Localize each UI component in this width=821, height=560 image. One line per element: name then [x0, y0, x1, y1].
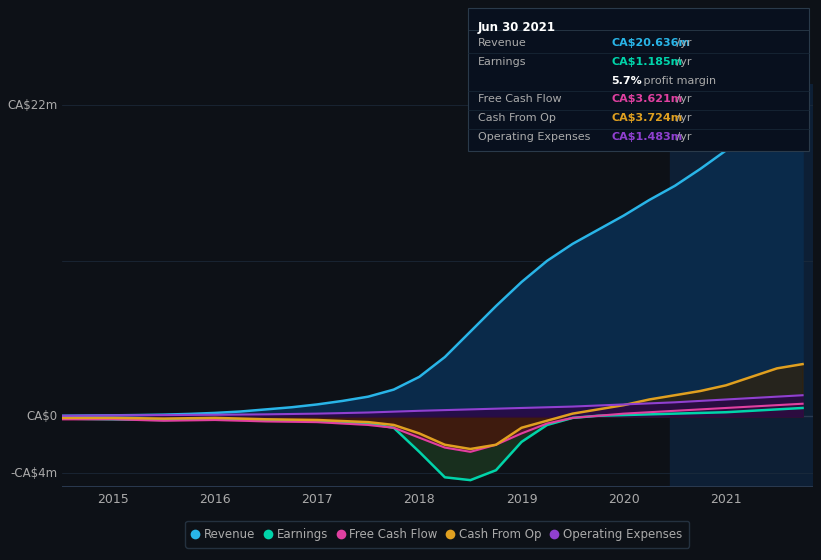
- Text: 5.7%: 5.7%: [612, 76, 642, 86]
- Text: profit margin: profit margin: [640, 76, 717, 86]
- Text: Earnings: Earnings: [478, 57, 526, 67]
- Text: Cash From Op: Cash From Op: [478, 113, 556, 123]
- Text: CA$1.483m: CA$1.483m: [612, 132, 683, 142]
- Text: CA$22m: CA$22m: [7, 99, 57, 112]
- Text: /yr: /yr: [673, 57, 692, 67]
- Text: /yr: /yr: [673, 113, 692, 123]
- Text: Revenue: Revenue: [478, 38, 526, 48]
- Bar: [670, 84, 813, 487]
- Text: -CA$4m: -CA$4m: [11, 466, 57, 479]
- Text: Operating Expenses: Operating Expenses: [478, 132, 590, 142]
- Text: Jun 30 2021: Jun 30 2021: [478, 21, 556, 34]
- Text: Free Cash Flow: Free Cash Flow: [478, 95, 562, 104]
- Text: CA$3.724m: CA$3.724m: [612, 113, 683, 123]
- Legend: Revenue, Earnings, Free Cash Flow, Cash From Op, Operating Expenses: Revenue, Earnings, Free Cash Flow, Cash …: [186, 521, 689, 548]
- Text: /yr: /yr: [673, 95, 692, 104]
- Text: CA$1.185m: CA$1.185m: [612, 57, 683, 67]
- Text: CA$3.621m: CA$3.621m: [612, 95, 683, 104]
- Text: CA$0: CA$0: [27, 410, 57, 423]
- Text: /yr: /yr: [673, 132, 692, 142]
- Text: CA$20.636m: CA$20.636m: [612, 38, 690, 48]
- Text: /yr: /yr: [673, 38, 692, 48]
